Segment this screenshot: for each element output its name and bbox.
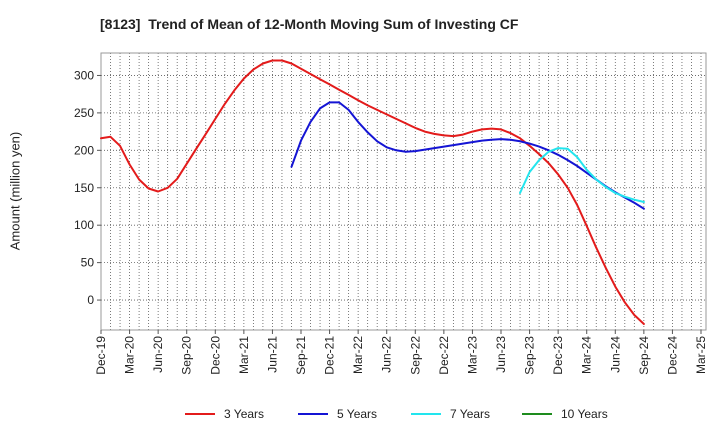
legend: 3 Years 5 Years 7 Years 10 Years	[185, 407, 608, 421]
y-tick-label: 0	[87, 293, 94, 307]
x-tick-label: Mar-23	[465, 336, 479, 374]
x-tick-label: Mar-20	[123, 336, 137, 374]
x-tick-label: Mar-25	[694, 336, 708, 374]
series-line-3-years	[100, 59, 645, 325]
legend-item-3-years: 3 Years	[185, 407, 264, 421]
x-tick-label: Mar-21	[237, 336, 251, 374]
plot-frame	[100, 52, 707, 331]
x-tick-label: Jun-22	[380, 336, 394, 373]
y-tick-label: 200	[74, 143, 94, 157]
x-tick-label: Jun-20	[151, 336, 165, 373]
x-tick-label: Dec-23	[551, 336, 565, 375]
x-tick-label: Mar-24	[580, 336, 594, 374]
x-tick-label: Jun-23	[494, 336, 508, 373]
legend-label: 5 Years	[337, 407, 377, 421]
y-tick-label: 250	[74, 106, 94, 120]
y-tick-label: 300	[74, 68, 94, 82]
x-axis: Dec-19 Mar-20 Jun-20 Sep-20 Dec-20 Mar-21 Jun-…	[94, 330, 708, 375]
y-tick-label: 150	[74, 181, 94, 195]
x-tick-label: Jun-24	[608, 336, 622, 373]
x-tick-label: Sep-24	[637, 336, 651, 375]
x-tick-label: Sep-23	[523, 336, 537, 375]
legend-label: 3 Years	[224, 407, 264, 421]
y-axis: 0 50 100 150 200 250 300	[74, 68, 101, 307]
x-tick-label: Dec-24	[665, 336, 679, 375]
x-tick-label: Dec-21	[323, 336, 337, 375]
y-axis-label: Amount (million yen)	[8, 132, 23, 251]
legend-item-10-years: 10 Years	[522, 407, 608, 421]
x-tick-label: Dec-22	[437, 336, 451, 375]
y-tick-label: 100	[74, 218, 94, 232]
chart-title: [8123] Trend of Mean of 12-Month Moving …	[100, 16, 519, 32]
x-tick-label: Sep-21	[294, 336, 308, 375]
series-line-7-years	[519, 147, 645, 203]
x-tick-label: Mar-22	[351, 336, 365, 374]
x-tick-label: Dec-19	[94, 336, 108, 375]
grid	[101, 53, 706, 330]
legend-item-5-years: 5 Years	[298, 407, 377, 421]
y-tick-label: 50	[81, 256, 95, 270]
x-tick-label: Dec-20	[208, 336, 222, 375]
legend-label: 10 Years	[561, 407, 608, 421]
x-tick-label: Jun-21	[265, 336, 279, 373]
legend-label: 7 Years	[450, 407, 490, 421]
series	[100, 59, 645, 325]
series-line-5-years	[290, 101, 645, 210]
x-tick-label: Sep-20	[180, 336, 194, 375]
x-tick-label: Sep-22	[408, 336, 422, 375]
legend-item-7-years: 7 Years	[411, 407, 490, 421]
